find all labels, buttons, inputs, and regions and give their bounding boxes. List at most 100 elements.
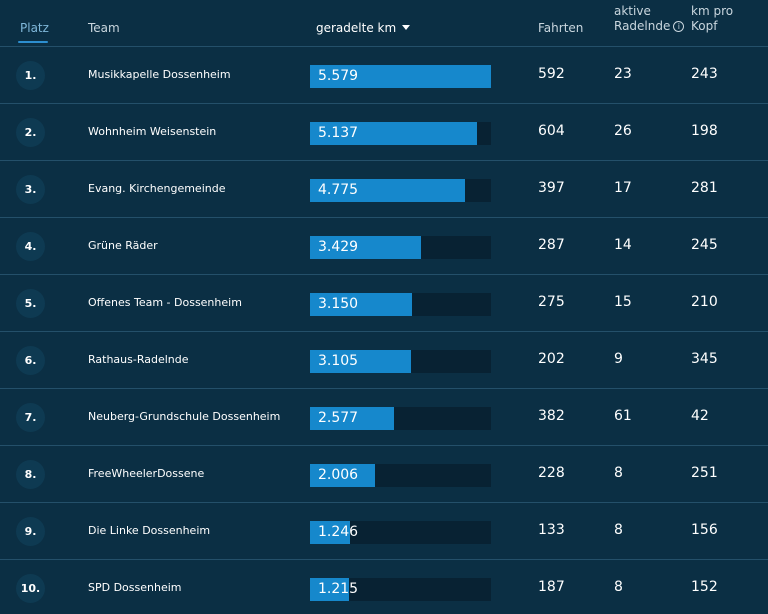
km-value: 3.105	[318, 353, 359, 369]
km-value: 2.006	[318, 467, 359, 483]
team-name[interactable]: Neuberg-Grundschule Dossenheim	[88, 410, 281, 423]
km-bar-track: 5.579	[310, 65, 491, 88]
rides-value: 275	[538, 294, 565, 310]
km-value: 4.775	[318, 182, 359, 198]
km-per-head-value: 198	[691, 123, 718, 139]
km-value: 5.137	[318, 125, 359, 141]
active-riders-value: 9	[614, 351, 623, 367]
km-bar-track: 3.105	[310, 350, 491, 373]
info-icon[interactable]: i	[673, 21, 685, 32]
active-riders-value: 8	[614, 579, 623, 595]
km-bar-fill	[310, 293, 413, 316]
rank-badge: 5.	[16, 289, 45, 318]
km-per-head-value: 243	[691, 66, 718, 82]
team-name[interactable]: Rathaus-Radelnde	[88, 353, 189, 366]
team-name[interactable]: Grüne Räder	[88, 239, 158, 252]
rank-badge: 8.	[16, 460, 45, 489]
column-header-km[interactable]: geradelte km	[316, 21, 411, 36]
km-bar-fill	[310, 464, 376, 487]
rides-value: 592	[538, 66, 565, 82]
active-riders-value: 8	[614, 522, 623, 538]
rides-value: 228	[538, 465, 565, 481]
table-row[interactable]: 7. Neuberg-Grundschule Dossenheim 2.577 382…	[0, 389, 768, 446]
km-value: 2.577	[318, 410, 359, 426]
km-bar-fill	[310, 350, 411, 373]
rank-badge: 4.	[16, 232, 45, 261]
rank-badge: 3.	[16, 175, 45, 204]
km-bar-track: 3.150	[310, 293, 491, 316]
column-header-rides[interactable]: Fahrten	[538, 21, 584, 35]
km-bar-fill	[310, 122, 477, 145]
table-row[interactable]: 1. Musikkapelle Dossenheim 5.579 592 23 243	[0, 47, 768, 104]
km-value: 3.429	[318, 239, 359, 255]
km-bar-track: 3.429	[310, 236, 491, 259]
rides-value: 397	[538, 180, 565, 196]
active-riders-value: 8	[614, 465, 623, 481]
active-riders-value: 61	[614, 408, 632, 424]
km-bar-track: 2.006	[310, 464, 491, 487]
rides-value: 202	[538, 351, 565, 367]
km-per-head-value: 345	[691, 351, 718, 367]
active-riders-value: 14	[614, 237, 632, 253]
km-bar-track: 1.246	[310, 521, 491, 544]
table-row[interactable]: 9. Die Linke Dossenheim 1.246 133 8 156	[0, 503, 768, 560]
active-riders-value: 23	[614, 66, 632, 82]
active-sort-indicator	[18, 41, 48, 43]
km-per-head-value: 152	[691, 579, 718, 595]
table-row[interactable]: 3. Evang. Kirchengemeinde 4.775 397 17 281	[0, 161, 768, 218]
km-value: 3.150	[318, 296, 359, 312]
km-value: 5.579	[318, 68, 359, 84]
column-header-active-line1: aktive	[614, 4, 651, 18]
rides-value: 382	[538, 408, 565, 424]
km-bar-fill	[310, 236, 422, 259]
table-row[interactable]: 10. SPD Dossenheim 1.215 187 8 152	[0, 560, 768, 614]
column-header-active-line2: Radelnde	[614, 19, 671, 33]
km-bar-fill	[310, 407, 394, 430]
km-per-head-value: 245	[691, 237, 718, 253]
team-name[interactable]: Evang. Kirchengemeinde	[88, 182, 226, 195]
column-header-km-per-head[interactable]: km pro Kopf	[691, 4, 733, 34]
km-bar-fill	[310, 65, 491, 88]
km-bar-track: 2.577	[310, 407, 491, 430]
table-row[interactable]: 2. Wohnheim Weisenstein 5.137 604 26 198	[0, 104, 768, 161]
team-name[interactable]: Musikkapelle Dossenheim	[88, 68, 231, 81]
rank-badge: 2.	[16, 118, 45, 147]
rides-value: 133	[538, 522, 565, 538]
column-header-rank[interactable]: Platz	[20, 21, 49, 35]
team-name[interactable]: SPD Dossenheim	[88, 581, 182, 594]
rank-badge: 1.	[16, 61, 45, 90]
rides-value: 604	[538, 123, 565, 139]
column-header-kmpp-line1: km pro	[691, 4, 734, 18]
km-per-head-value: 281	[691, 180, 718, 196]
column-header-team[interactable]: Team	[88, 21, 120, 35]
km-bar-fill	[310, 578, 350, 601]
table-row[interactable]: 6. Rathaus-Radelnde 3.105 202 9 345	[0, 332, 768, 389]
table-row[interactable]: 4. Grüne Räder 3.429 287 14 245	[0, 218, 768, 275]
rank-badge: 7.	[16, 403, 45, 432]
team-name[interactable]: Die Linke Dossenheim	[88, 524, 211, 537]
km-bar-track: 5.137	[310, 122, 491, 145]
active-riders-value: 26	[614, 123, 632, 139]
km-bar-track: 1.215	[310, 578, 491, 601]
km-per-head-value: 156	[691, 522, 718, 538]
column-header-kmpp-line2: Kopf	[691, 19, 718, 33]
rank-badge: 6.	[16, 346, 45, 375]
km-bar-fill	[310, 179, 465, 202]
team-name[interactable]: Offenes Team - Dossenheim	[88, 296, 242, 309]
km-value: 1.246	[318, 524, 359, 540]
table-row[interactable]: 8. FreeWheelerDossene 2.006 228 8 251	[0, 446, 768, 503]
km-per-head-value: 42	[691, 408, 709, 424]
table-row[interactable]: 5. Offenes Team - Dossenheim 3.150 275 15 210	[0, 275, 768, 332]
rank-badge: 9.	[16, 517, 45, 546]
team-name[interactable]: FreeWheelerDossene	[88, 467, 205, 480]
km-bar-track: 4.775	[310, 179, 491, 202]
team-name[interactable]: Wohnheim Weisenstein	[88, 125, 217, 138]
km-value: 1.215	[318, 581, 359, 597]
column-header-active[interactable]: aktive Radelnde i	[614, 4, 685, 34]
km-bar-fill	[310, 521, 351, 544]
rides-value: 187	[538, 579, 565, 595]
table-header: Platz Team geradelte km Fahrten aktive Ra…	[0, 0, 768, 47]
rides-value: 287	[538, 237, 565, 253]
active-riders-value: 17	[614, 180, 632, 196]
